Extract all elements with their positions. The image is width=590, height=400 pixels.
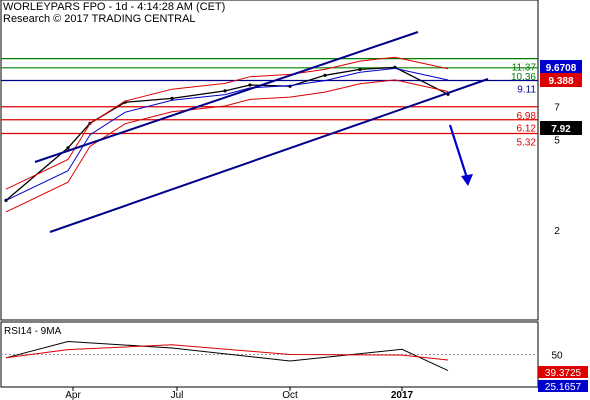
price-point-9 xyxy=(358,67,362,71)
x-tick-label-2: Oct xyxy=(282,390,298,400)
price-tag-2 xyxy=(540,121,582,135)
rsi-tag-0 xyxy=(538,366,588,378)
lower-band-line xyxy=(5,79,449,213)
moving-average-line xyxy=(5,67,449,201)
x-tick-label-1: Jul xyxy=(171,390,184,400)
level-label-2: 9.11 xyxy=(517,85,536,96)
rsi-line xyxy=(5,340,449,372)
price-tag-label-2: 7.92 xyxy=(551,124,571,135)
price-tag-label-0: 9.6708 xyxy=(546,63,577,74)
y-tick-label-1: 5 xyxy=(554,136,560,147)
y-tick-label-0: 2 xyxy=(554,226,560,237)
rsi-level-label-0: 50 xyxy=(551,351,563,362)
channel-lower-line xyxy=(49,78,489,233)
projection-arrow-head xyxy=(461,174,473,186)
channel-upper-line xyxy=(34,31,419,163)
price-point-8 xyxy=(323,73,327,77)
price-tag-1 xyxy=(540,73,582,87)
level-label-1: 10.36 xyxy=(511,72,536,83)
level-label-4: 6.12 xyxy=(517,124,537,135)
upper-band-line xyxy=(5,56,449,190)
level-label-3: 6.98 xyxy=(517,111,537,122)
x-tick-label-0: Apr xyxy=(65,390,81,400)
chart-copyright: Research © 2017 TRADING CENTRAL xyxy=(3,13,196,25)
price-tag-label-1: 9.388 xyxy=(548,76,573,87)
rsi-tag-1 xyxy=(538,380,588,392)
price-line xyxy=(5,66,449,201)
chart-title: WORLEYPARS FPO - 1d - 4:14:28 AM (CET) xyxy=(3,1,226,13)
price-point-5 xyxy=(223,89,227,93)
rsi-title: RSI14 - 9MA xyxy=(4,326,62,337)
projection-arrow-shaft xyxy=(448,124,469,179)
rsi-ma-line xyxy=(5,344,449,361)
rsi-tag-label-0: 39.3725 xyxy=(545,368,582,379)
price-tag-0 xyxy=(540,60,582,74)
price-point-6 xyxy=(248,83,252,87)
x-tick-label-3: 2017 xyxy=(391,390,414,400)
rsi-tag-label-1: 25.1657 xyxy=(545,382,582,393)
level-label-5: 5.32 xyxy=(517,138,537,149)
price-panel-frame xyxy=(0,0,539,321)
price-point-1 xyxy=(66,146,70,150)
price-point-4 xyxy=(170,96,174,100)
y-tick-label-2: 7 xyxy=(554,102,560,113)
